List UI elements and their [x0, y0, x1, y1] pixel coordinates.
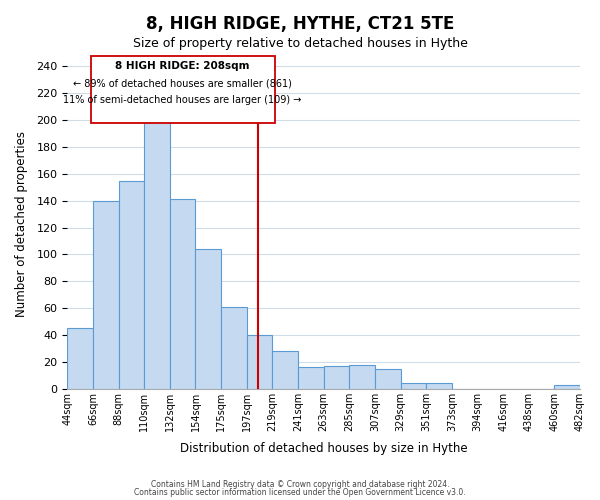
Text: 8 HIGH RIDGE: 208sqm: 8 HIGH RIDGE: 208sqm	[115, 61, 250, 71]
Text: Size of property relative to detached houses in Hythe: Size of property relative to detached ho…	[133, 38, 467, 51]
Bar	[272, 351, 298, 389]
Bar	[298, 367, 323, 388]
Bar	[247, 335, 272, 388]
Text: Contains public sector information licensed under the Open Government Licence v3: Contains public sector information licen…	[134, 488, 466, 497]
Text: ← 89% of detached houses are smaller (861): ← 89% of detached houses are smaller (86…	[73, 78, 292, 88]
Text: Contains HM Land Registry data © Crown copyright and database right 2024.: Contains HM Land Registry data © Crown c…	[151, 480, 449, 489]
Text: 11% of semi-detached houses are larger (109) →: 11% of semi-detached houses are larger (…	[64, 94, 302, 104]
Bar	[349, 364, 375, 388]
Bar	[221, 307, 247, 388]
Bar	[375, 368, 401, 388]
Bar	[196, 249, 221, 388]
Bar	[93, 200, 119, 388]
FancyBboxPatch shape	[91, 56, 275, 123]
Bar	[554, 384, 580, 388]
X-axis label: Distribution of detached houses by size in Hythe: Distribution of detached houses by size …	[180, 442, 467, 455]
Bar	[67, 328, 93, 388]
Bar	[323, 366, 349, 388]
Bar	[144, 122, 170, 388]
Y-axis label: Number of detached properties: Number of detached properties	[15, 131, 28, 317]
Bar	[119, 180, 144, 388]
Bar	[170, 200, 196, 388]
Text: 8, HIGH RIDGE, HYTHE, CT21 5TE: 8, HIGH RIDGE, HYTHE, CT21 5TE	[146, 15, 454, 33]
Bar	[401, 384, 426, 388]
Bar	[426, 384, 452, 388]
